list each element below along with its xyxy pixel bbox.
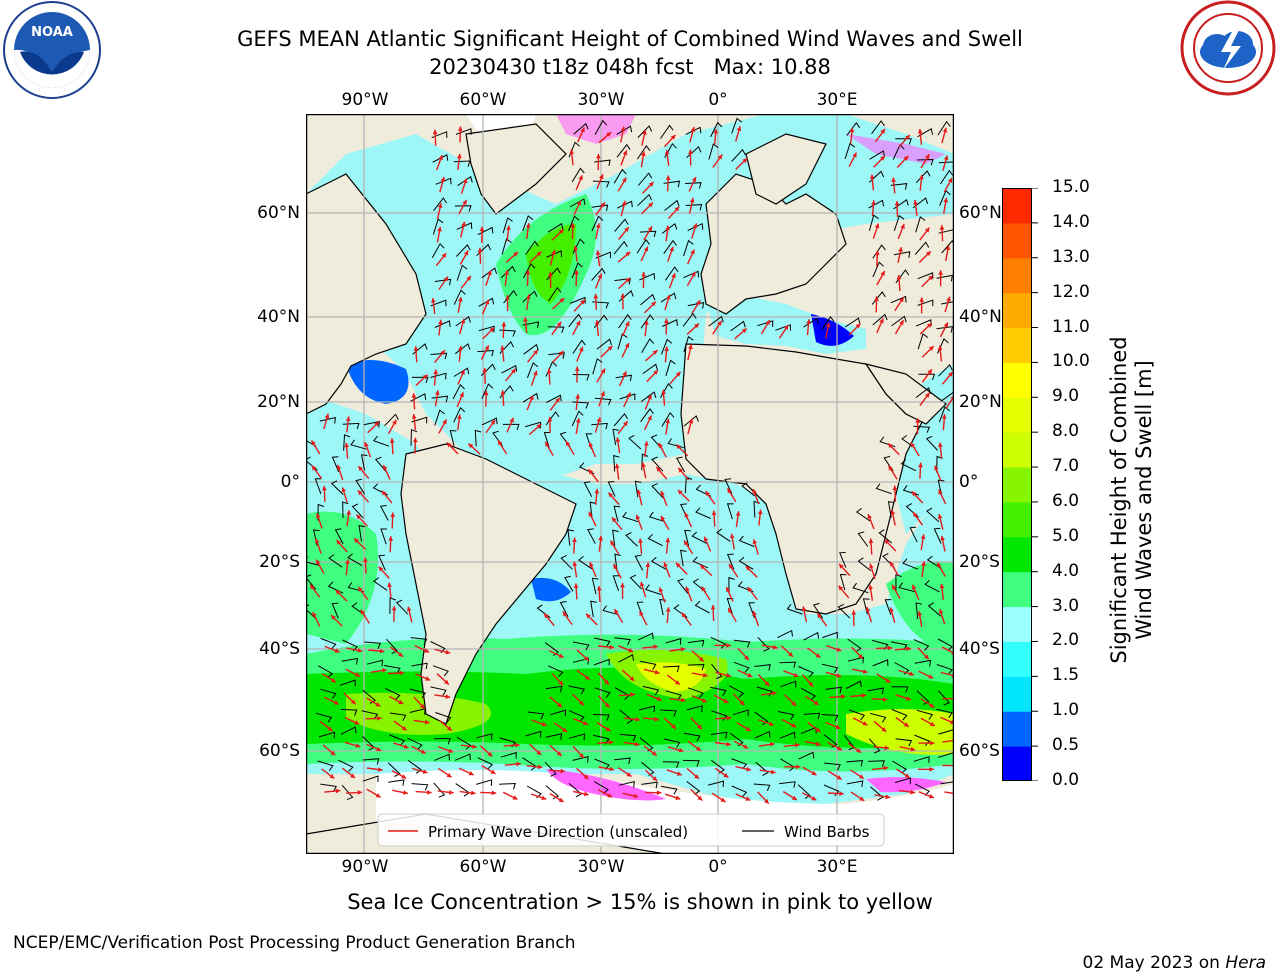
sea-ice-caption: Sea Ice Concentration > 15% is shown in … bbox=[250, 890, 1030, 914]
colorbar-tick-label: 5.0 bbox=[1052, 526, 1079, 546]
colorbar-tick-label: 1.5 bbox=[1052, 665, 1079, 685]
colorbar-segment bbox=[1002, 467, 1032, 502]
noaa-logo-text: NOAA bbox=[31, 25, 73, 40]
colorbar-tick-label: 7.0 bbox=[1052, 456, 1079, 476]
colorbar-tick-label: 4.0 bbox=[1052, 561, 1079, 581]
colorbar-tick-label: 11.0 bbox=[1052, 317, 1090, 337]
lat-tick-right: 0° bbox=[959, 472, 978, 492]
colorbar-tick-label: 2.0 bbox=[1052, 630, 1079, 650]
footer-date-text: 02 May 2023 on bbox=[1083, 953, 1226, 973]
lon-tick-bottom: 60°W bbox=[456, 857, 510, 877]
colorbar-tick-label: 0.0 bbox=[1052, 770, 1079, 790]
colorbar-segment bbox=[1002, 676, 1032, 711]
colorbar-tick-label: 13.0 bbox=[1052, 247, 1090, 267]
lat-tick-left: 60°N bbox=[240, 203, 300, 223]
lon-tick-top: 30°W bbox=[574, 90, 628, 110]
colorbar-segment bbox=[1002, 502, 1032, 537]
lon-tick-bottom: 30°E bbox=[810, 857, 864, 877]
colorbar-segment bbox=[1002, 223, 1032, 258]
nws-logo bbox=[1177, 0, 1280, 100]
lon-tick-bottom: 30°W bbox=[574, 857, 628, 877]
lon-tick-top: 30°E bbox=[810, 90, 864, 110]
lat-tick-left: 20°S bbox=[240, 552, 300, 572]
lat-tick-left: 20°N bbox=[240, 392, 300, 412]
colorbar-tick-label: 8.0 bbox=[1052, 421, 1079, 441]
map-legend: Primary Wave Direction (unscaled) Wind B… bbox=[378, 814, 884, 846]
colorbar-tick-label: 9.0 bbox=[1052, 386, 1079, 406]
colorbar-tick-label: 6.0 bbox=[1052, 491, 1079, 511]
colorbar bbox=[1002, 188, 1042, 781]
map-subtitle: 20230430 t18z 048h fcst Max: 10.88 bbox=[0, 55, 1260, 79]
lat-tick-left: 60°S bbox=[240, 741, 300, 761]
colorbar-tick-label: 12.0 bbox=[1052, 282, 1090, 302]
lon-tick-top: 0° bbox=[691, 90, 745, 110]
colorbar-segment bbox=[1002, 641, 1032, 676]
colorbar-segment bbox=[1002, 397, 1032, 432]
lat-tick-right: 20°N bbox=[959, 392, 1002, 412]
colorbar-segment bbox=[1002, 432, 1032, 467]
legend-wave-label: Primary Wave Direction (unscaled) bbox=[428, 823, 688, 841]
lon-tick-bottom: 0° bbox=[691, 857, 745, 877]
colorbar-segment bbox=[1002, 362, 1032, 397]
lat-tick-left: 40°S bbox=[240, 639, 300, 659]
colorbar-label-line2: Wind Waves and Swell [m] bbox=[1132, 320, 1157, 680]
colorbar-tick-label: 1.0 bbox=[1052, 700, 1079, 720]
legend-barb-label: Wind Barbs bbox=[784, 823, 870, 841]
lat-tick-right: 20°S bbox=[959, 552, 1000, 572]
lat-tick-left: 40°N bbox=[240, 307, 300, 327]
colorbar-tick-label: 10.0 bbox=[1052, 351, 1090, 371]
colorbar-label-line1: Significant Height of Combined bbox=[1107, 320, 1132, 680]
colorbar-segment bbox=[1002, 188, 1032, 223]
footer-host: Hera bbox=[1225, 953, 1266, 973]
colorbar-label: Significant Height of Combined Wind Wave… bbox=[1102, 310, 1162, 670]
colorbar-segment bbox=[1002, 328, 1032, 363]
lon-tick-top: 90°W bbox=[338, 90, 392, 110]
lat-tick-right: 60°S bbox=[959, 741, 1000, 761]
map-title: GEFS MEAN Atlantic Significant Height of… bbox=[0, 27, 1260, 51]
lat-tick-right: 60°N bbox=[959, 203, 1002, 223]
colorbar-segment bbox=[1002, 607, 1032, 642]
colorbar-tick-label: 0.5 bbox=[1052, 735, 1079, 755]
lat-tick-left: 0° bbox=[240, 472, 300, 492]
lon-tick-top: 60°W bbox=[456, 90, 510, 110]
colorbar-segment bbox=[1002, 746, 1032, 781]
lat-tick-right: 40°N bbox=[959, 307, 1002, 327]
colorbar-tick-label: 14.0 bbox=[1052, 212, 1090, 232]
colorbar-tick-label: 3.0 bbox=[1052, 596, 1079, 616]
colorbar-segment bbox=[1002, 711, 1032, 746]
colorbar-segment bbox=[1002, 293, 1032, 328]
footer-date: 02 May 2023 on Hera bbox=[1072, 933, 1266, 973]
noaa-logo: NOAA bbox=[0, 0, 106, 106]
colorbar-tick-label: 15.0 bbox=[1052, 177, 1090, 197]
colorbar-segment bbox=[1002, 258, 1032, 293]
footer-credit: NCEP/EMC/Verification Post Processing Pr… bbox=[13, 933, 576, 953]
map-panel: Primary Wave Direction (unscaled) Wind B… bbox=[306, 114, 954, 854]
colorbar-segment bbox=[1002, 537, 1032, 572]
lat-tick-right: 40°S bbox=[959, 639, 1000, 659]
lon-tick-bottom: 90°W bbox=[338, 857, 392, 877]
colorbar-segment bbox=[1002, 572, 1032, 607]
